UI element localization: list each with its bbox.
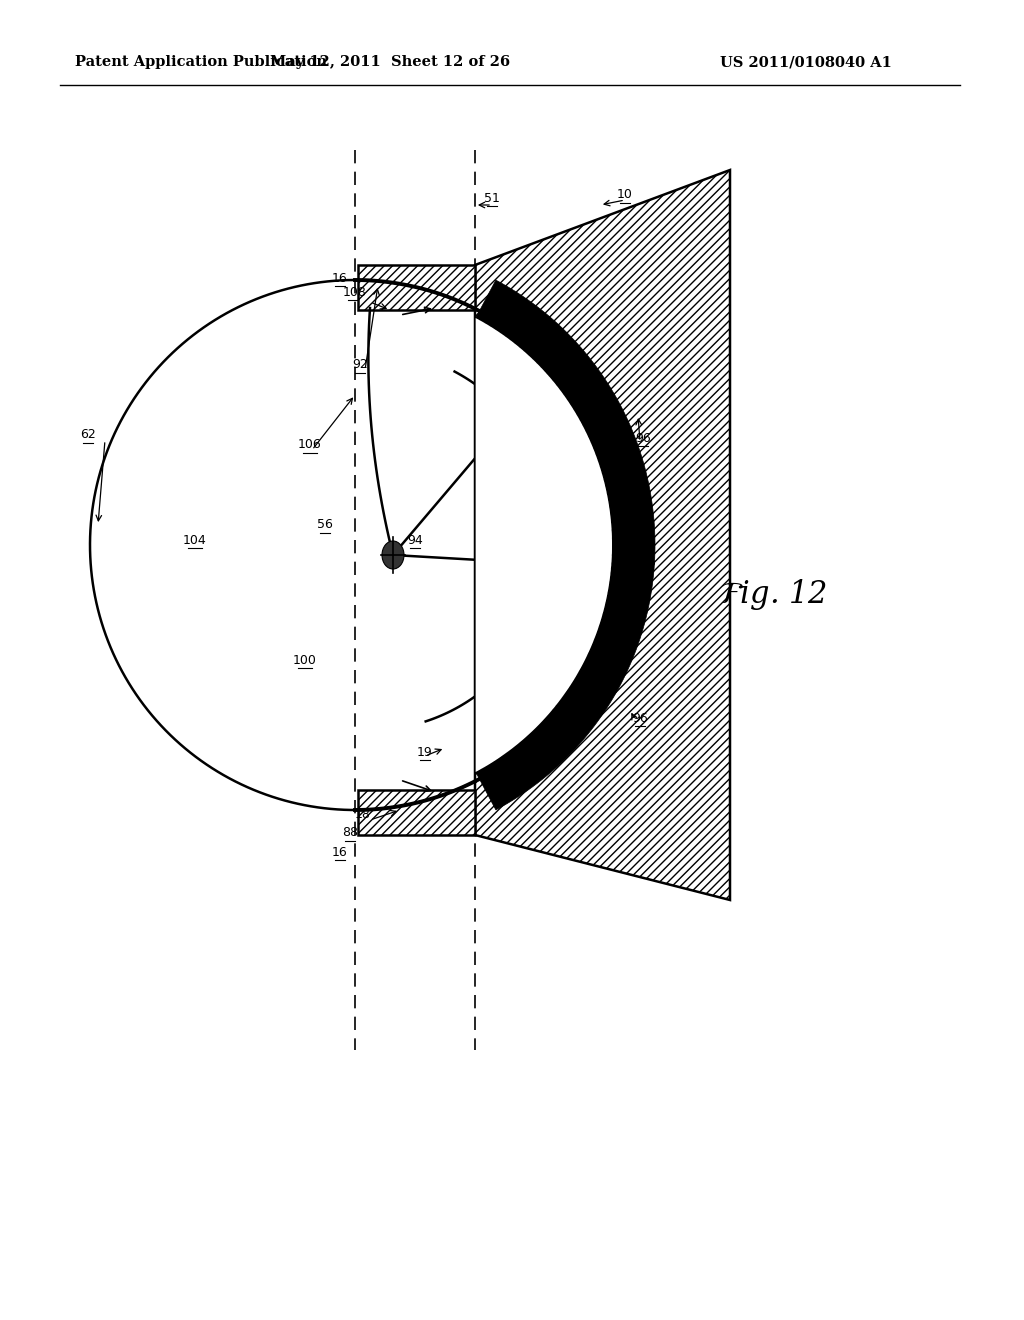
Text: 18: 18 [355,808,371,821]
Text: 19: 19 [417,746,433,759]
Text: 100: 100 [293,653,317,667]
Text: 56: 56 [317,519,333,532]
Text: 94: 94 [408,533,423,546]
Text: 96: 96 [640,557,656,569]
Polygon shape [358,265,475,310]
Text: 16: 16 [332,272,348,285]
Text: May 12, 2011  Sheet 12 of 26: May 12, 2011 Sheet 12 of 26 [270,55,510,69]
Text: 92: 92 [352,359,368,371]
Text: 98: 98 [550,704,566,717]
Text: Patent Application Publication: Patent Application Publication [75,55,327,69]
Text: 104: 104 [183,533,207,546]
Text: 96: 96 [635,432,651,445]
Ellipse shape [382,541,404,569]
Text: 106: 106 [298,438,322,451]
Text: 10: 10 [617,189,633,202]
Text: 51: 51 [484,191,500,205]
Text: $\mathcal{F}$ig. 12: $\mathcal{F}$ig. 12 [720,578,827,612]
Polygon shape [476,318,612,772]
Text: 102: 102 [498,513,522,527]
Text: 88: 88 [342,826,358,840]
Text: 62: 62 [80,429,96,441]
Text: US 2011/0108040 A1: US 2011/0108040 A1 [720,55,892,69]
Polygon shape [358,789,475,836]
Text: 19: 19 [497,392,513,404]
Text: 108: 108 [343,285,367,298]
Text: 96: 96 [632,711,648,725]
Polygon shape [476,280,655,810]
Polygon shape [475,170,730,900]
Text: 16: 16 [332,846,348,858]
